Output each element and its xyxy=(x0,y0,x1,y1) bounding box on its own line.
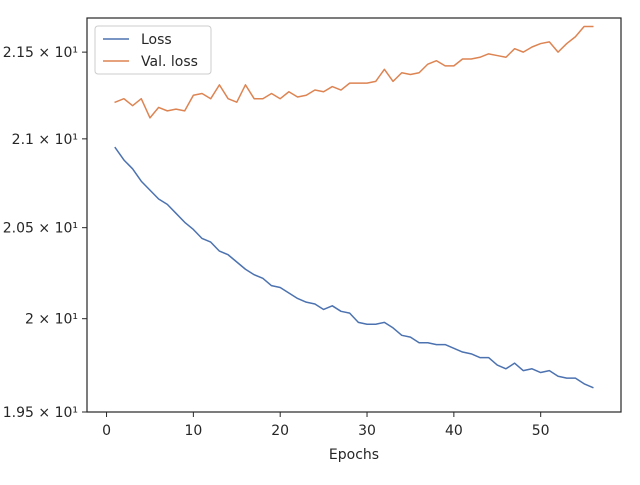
x-tick-label: 40 xyxy=(445,423,463,439)
legend-box xyxy=(94,25,212,75)
legend: Loss Val. loss xyxy=(94,25,212,75)
series-line-loss xyxy=(114,146,594,389)
y-tick-label: 2.15 × 10¹ xyxy=(3,45,78,61)
plot-area xyxy=(114,25,594,389)
x-tick-label: 30 xyxy=(358,423,376,439)
legend-label-val-loss: Val. loss xyxy=(141,54,198,70)
axes-frame xyxy=(86,17,622,413)
y-tick-label: 2.05 × 10¹ xyxy=(3,221,78,237)
y-tick-label: 2 × 10¹ xyxy=(25,312,78,328)
y-tick-label: 2.1 × 10¹ xyxy=(12,132,78,148)
x-tick-label: 10 xyxy=(184,423,202,439)
x-tick-label: 0 xyxy=(102,423,111,439)
x-axis-title: Epochs xyxy=(329,447,379,463)
x-tick-label: 20 xyxy=(271,423,289,439)
series-line-val-loss xyxy=(114,25,594,119)
axes: 0 10 20 30 40 50 1.95 × 10¹ 2 × 10¹ 2.05 × 10¹ 2.… xyxy=(3,17,622,463)
legend-label-loss: Loss xyxy=(141,32,172,48)
y-tick-label: 1.95 × 10¹ xyxy=(3,405,78,421)
x-tick-label: 50 xyxy=(532,423,550,439)
